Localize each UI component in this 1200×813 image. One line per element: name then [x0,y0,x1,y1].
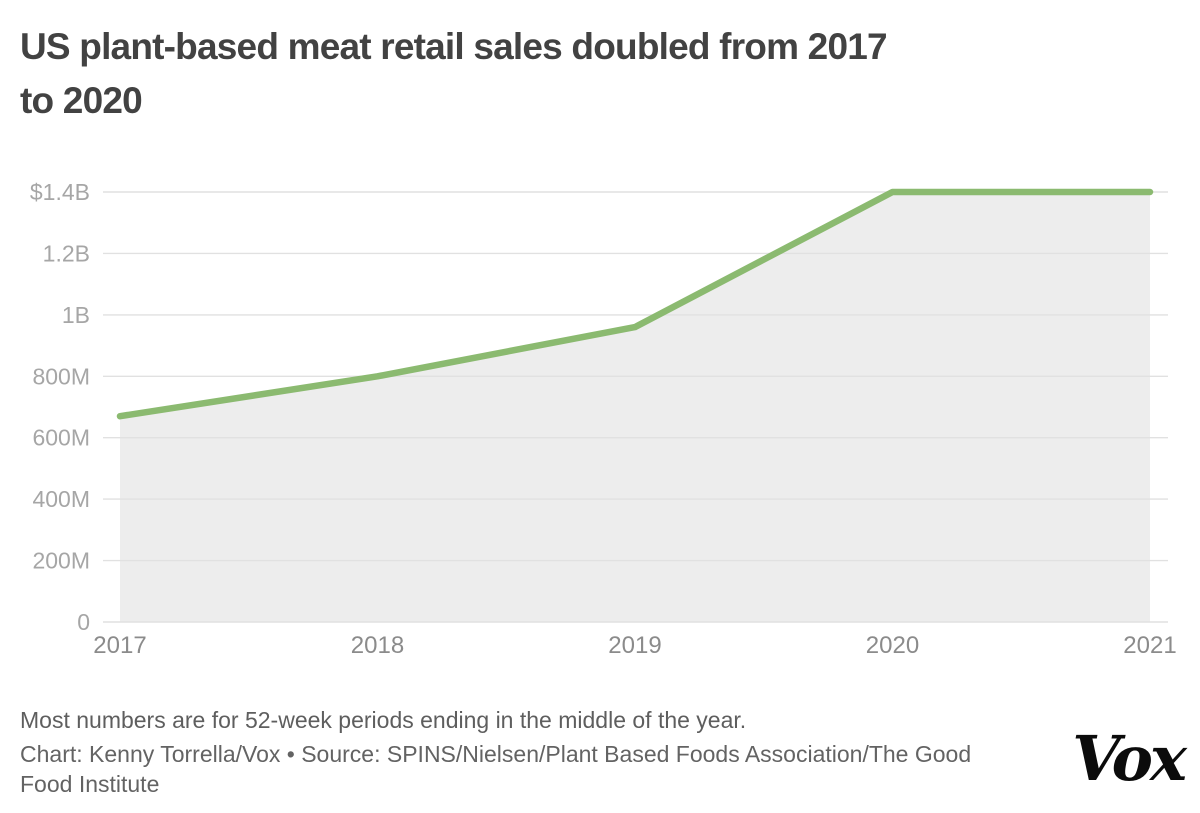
y-axis-tick-label: $1.4B [30,179,90,205]
y-axis-tick-label: 400M [32,486,90,512]
chart-credit-line-1: Chart: Kenny Torrella/Vox • Source: SPIN… [20,741,972,767]
chart-title: US plant-based meat retail sales doubled… [20,20,888,128]
x-axis-tick-label: 2021 [1123,632,1176,659]
y-axis-tick-label: 1.2B [43,240,90,266]
x-axis-tick-label: 2020 [866,632,919,659]
y-axis-tick-label: 600M [32,425,90,451]
y-axis-tick-label: 0 [77,609,90,635]
y-axis-tick-label: 800M [32,363,90,389]
series-line [116,188,1154,420]
series-area-fill [120,192,1150,622]
chart-title-line-1: US plant-based meat retail sales doubled… [20,26,888,67]
chart-credit: Chart: Kenny Torrella/Vox • Source: SPIN… [20,739,971,799]
chart-title-line-2: to 2020 [20,80,143,121]
x-axis-tick-label: 2017 [93,632,146,659]
x-axis-tick-label: 2019 [608,632,661,659]
chart-footnote: Most numbers are for 52-week periods end… [20,707,747,733]
chart-credit-line-2: Food Institute [20,771,160,797]
y-axis-tick-label: 1B [62,302,90,328]
x-axis-tick-label: 2018 [351,632,404,659]
y-axis-tick-label: 200M [32,548,90,574]
vox-logo: Vox [1072,722,1187,795]
